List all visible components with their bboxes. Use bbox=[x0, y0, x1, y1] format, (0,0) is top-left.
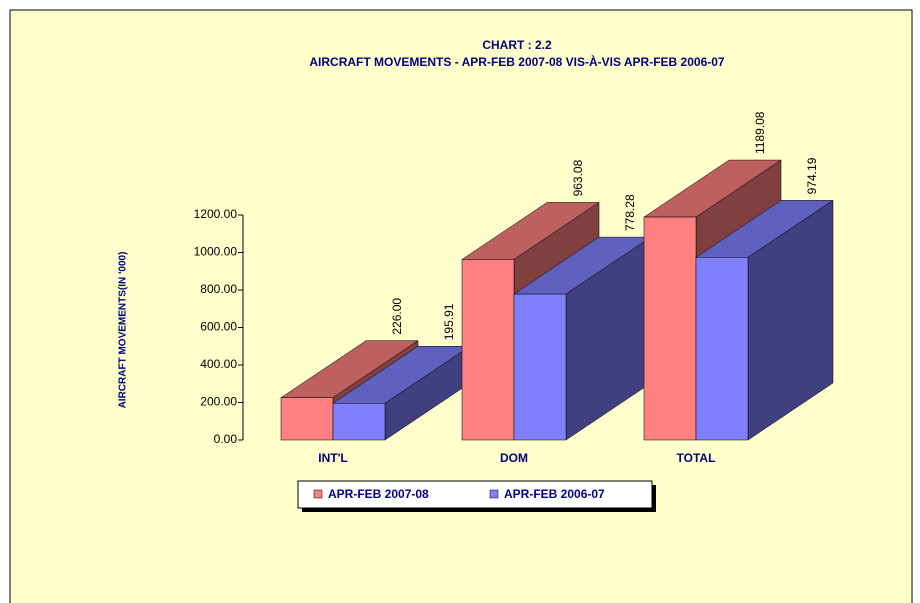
data-label: 778.28 bbox=[623, 194, 637, 231]
bar bbox=[643, 216, 697, 441]
y-tick-label: 400.00 bbox=[200, 357, 237, 371]
bar bbox=[513, 293, 567, 441]
chart-title: CHART : 2.2 bbox=[482, 38, 552, 52]
bar bbox=[461, 259, 515, 441]
bar bbox=[280, 397, 334, 441]
legend bbox=[297, 480, 653, 509]
legend-label: APR-FEB 2007-08 bbox=[328, 487, 429, 501]
legend-label: APR-FEB 2006-07 bbox=[504, 487, 605, 501]
legend-swatch bbox=[313, 489, 323, 499]
data-label: 1189.08 bbox=[753, 111, 767, 154]
chart-subtitle: AIRCRAFT MOVEMENTS - APR-FEB 2007-08 VIS… bbox=[309, 54, 725, 69]
y-axis-label: AIRCRAFT MOVEMENTS(IN '000) bbox=[118, 252, 129, 409]
y-tick-label: 1200.00 bbox=[194, 207, 238, 221]
bar bbox=[332, 403, 386, 441]
legend-swatch bbox=[489, 489, 499, 499]
bar bbox=[695, 257, 749, 441]
data-label: 974.19 bbox=[805, 157, 819, 194]
data-label: 963.08 bbox=[571, 159, 585, 196]
data-label: 195.91 bbox=[442, 303, 456, 340]
y-tick-label: 1000.00 bbox=[194, 245, 238, 259]
y-tick-label: 0.00 bbox=[214, 432, 238, 446]
x-tick-label: INT'L bbox=[318, 451, 348, 465]
y-tick-label: 800.00 bbox=[200, 282, 237, 296]
data-label: 226.00 bbox=[390, 298, 404, 335]
y-tick-label: 600.00 bbox=[200, 320, 237, 334]
x-tick-label: DOM bbox=[500, 451, 528, 465]
x-tick-label: TOTAL bbox=[677, 451, 716, 465]
y-tick-label: 200.00 bbox=[200, 395, 237, 409]
